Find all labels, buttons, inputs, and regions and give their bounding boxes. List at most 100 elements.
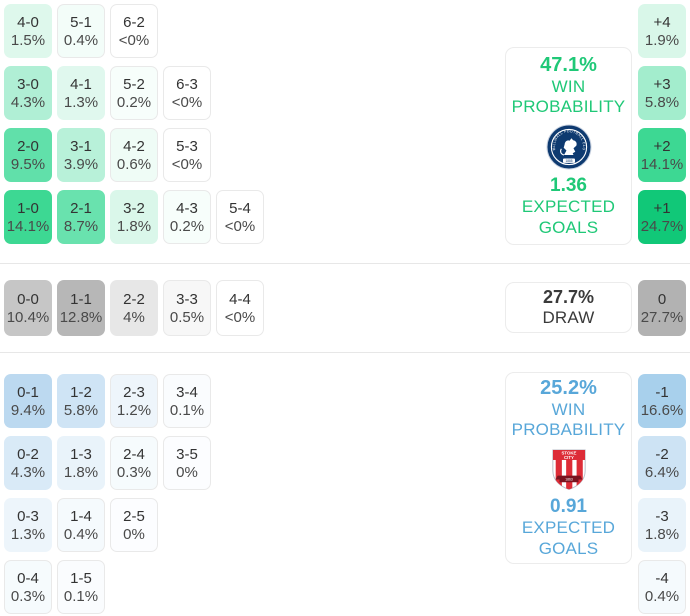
cell-probability: 1.3% [63, 93, 99, 111]
cell-score: 2-0 [17, 137, 39, 155]
cell-score: +4 [653, 13, 671, 31]
away-score-cell: 0-2 4.3% [4, 436, 52, 490]
cell-score: 3-1 [70, 137, 92, 155]
home-score-cell: 6-2 <0% [110, 4, 158, 58]
cell-score: 4-3 [176, 199, 198, 217]
cell-probability: 24.7% [640, 217, 684, 235]
away-win-probability-value: 25.2% [540, 376, 597, 399]
cell-probability: <0% [171, 93, 203, 111]
cell-probability: <0% [224, 308, 256, 326]
cell-score: -2 [655, 445, 669, 463]
cell-probability: 0.3% [116, 463, 152, 481]
away-score-cell: 3-4 0.1% [163, 374, 211, 428]
cell-probability: 6.4% [644, 463, 680, 481]
away-score-cell: 2-3 1.2% [110, 374, 158, 428]
cell-probability: 0.1% [169, 401, 205, 419]
cell-probability: 27.7% [640, 308, 684, 326]
home-score-cell: 3-2 1.8% [110, 190, 158, 244]
away-goal-diff-cell: -2 6.4% [638, 436, 686, 490]
draw-score-cell: 3-3 0.5% [163, 280, 211, 336]
cell-probability: 0.2% [169, 217, 205, 235]
cell-score: +3 [653, 75, 671, 93]
away-goal-diff-cell: -3 1.8% [638, 498, 686, 552]
cell-probability: 1.9% [644, 31, 680, 49]
home-win-probability-value: 47.1% [540, 53, 597, 76]
cell-score: 2-3 [123, 383, 145, 401]
cell-score: 5-2 [123, 75, 145, 93]
away-goal-diff-cell: -4 0.4% [638, 560, 686, 614]
draw-score-cell: 2-2 4% [110, 280, 158, 336]
cell-score: 3-3 [176, 290, 198, 308]
cell-probability: 5.8% [644, 93, 680, 111]
cell-score: -3 [655, 507, 669, 525]
cell-probability: 14.1% [640, 155, 684, 173]
away-expected-goals-value: 0.91 [550, 495, 587, 517]
cell-probability: 0.4% [63, 525, 99, 543]
cell-probability: 14.1% [6, 217, 50, 235]
away-score-cell: 1-2 5.8% [57, 374, 105, 428]
away-goal-diff-cell: -1 16.6% [638, 374, 686, 428]
cell-score: 6-3 [176, 75, 198, 93]
draw-score-cell: 4-4 <0% [216, 280, 264, 336]
cell-probability: 0.1% [63, 587, 99, 605]
cell-score: 2-4 [123, 445, 145, 463]
cell-probability: 1.8% [116, 217, 152, 235]
cell-score: 4-1 [70, 75, 92, 93]
cell-score: 0-2 [17, 445, 39, 463]
home-score-cell: 4-1 1.3% [57, 66, 105, 120]
cell-score: 4-2 [123, 137, 145, 155]
draw-panel: 27.7% DRAW [505, 282, 632, 333]
cell-score: 1-2 [70, 383, 92, 401]
home-goal-diff-cell: +3 5.8% [638, 66, 686, 120]
cell-probability: 4.3% [10, 93, 46, 111]
away-score-cell: 0-3 1.3% [4, 498, 52, 552]
away-score-cell: 1-4 0.4% [57, 498, 105, 552]
section-divider [0, 352, 690, 353]
draw-score-cell: 0-0 10.4% [4, 280, 52, 336]
away-score-cell: 2-5 0% [110, 498, 158, 552]
cell-score: 5-3 [176, 137, 198, 155]
cell-probability: 1.2% [116, 401, 152, 419]
cell-probability: 9.4% [10, 401, 46, 419]
cell-score: 3-2 [123, 199, 145, 217]
home-expected-goals-label: EXPECTED GOALS [521, 197, 616, 237]
svg-text:STOKE: STOKE [561, 450, 576, 455]
home-score-cell: 4-0 1.5% [4, 4, 52, 58]
cell-score: +2 [653, 137, 671, 155]
away-expected-goals-label: EXPECTED GOALS [521, 518, 616, 558]
cell-score: 1-5 [70, 569, 92, 587]
cell-probability: 0.4% [63, 31, 99, 49]
away-score-cell: 0-1 9.4% [4, 374, 52, 428]
cell-probability: 9.5% [10, 155, 46, 173]
cell-score: 5-1 [70, 13, 92, 31]
home-score-cell: 6-3 <0% [163, 66, 211, 120]
stoke-city-crest-icon: STOKE CITY 1863 [550, 447, 588, 491]
cell-score: 4-0 [17, 13, 39, 31]
home-score-cell: 3-0 4.3% [4, 66, 52, 120]
cell-probability: 1.8% [63, 463, 99, 481]
cell-score: 5-4 [229, 199, 251, 217]
cell-probability: 0.5% [169, 308, 205, 326]
home-score-cell: 2-1 8.7% [57, 190, 105, 244]
away-win-panel: 25.2% WIN PROBABILITY STOKE [505, 372, 632, 564]
cell-score: 0-3 [17, 507, 39, 525]
cell-score: +1 [653, 199, 671, 217]
away-score-cell: 1-5 0.1% [57, 560, 105, 614]
cell-probability: 12.8% [59, 308, 103, 326]
home-score-cell: 5-2 0.2% [110, 66, 158, 120]
cell-score: 2-2 [123, 290, 145, 308]
millwall-crest-icon: MILLWALL FOOTBALL CLUB 1885 [544, 121, 592, 170]
away-score-cell: 1-3 1.8% [57, 436, 105, 490]
away-win-probability-label: WIN PROBABILITY [511, 399, 626, 440]
cell-score: 1-1 [70, 290, 92, 308]
cell-probability: 0% [176, 463, 198, 481]
cell-score: 1-3 [70, 445, 92, 463]
cell-probability: 16.6% [640, 401, 684, 419]
cell-score: 0-0 [17, 290, 39, 308]
cell-probability: <0% [171, 155, 203, 173]
cell-probability: 4% [123, 308, 145, 326]
draw-score-cell: 1-1 12.8% [57, 280, 105, 336]
home-score-cell: 5-1 0.4% [57, 4, 105, 58]
cell-score: 3-0 [17, 75, 39, 93]
